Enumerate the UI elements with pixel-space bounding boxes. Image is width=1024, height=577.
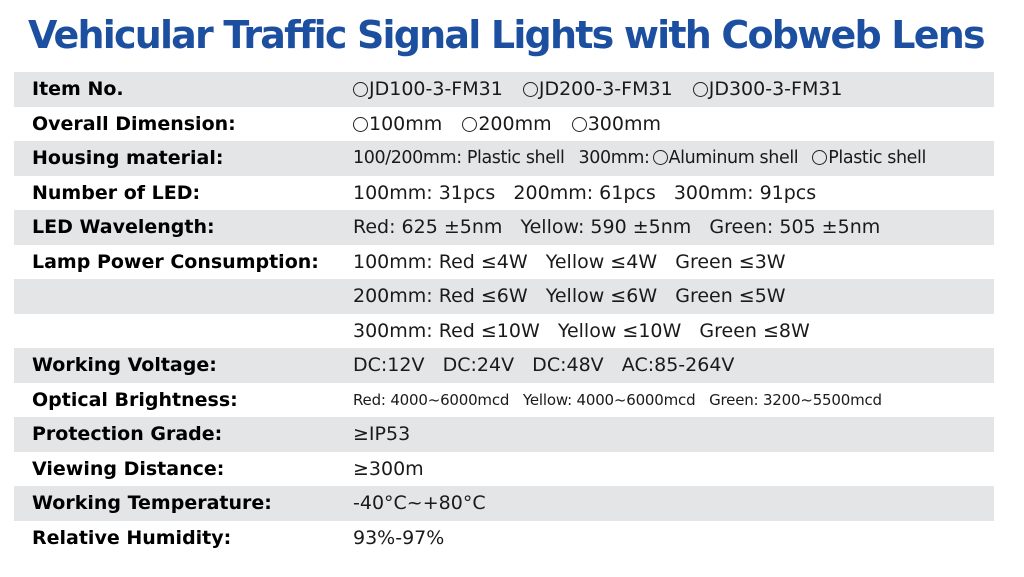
option-label: 200mm: [478, 112, 552, 135]
row-working-temperature: Working Temperature: -40°C~+80°C: [14, 486, 994, 521]
option-housing-plastic[interactable]: Plastic shell: [812, 141, 926, 176]
row-number-of-led: Number of LED: 100mm: 31pcs 200mm: 61pcs…: [14, 176, 994, 211]
row-value: ≥300m: [353, 457, 424, 480]
row-value: 200mm: Red ≤6W Yellow ≤6W Green ≤5W: [353, 285, 786, 307]
row-optical-brightness: Optical Brightness: Red: 4000~6000mcd Ye…: [14, 383, 994, 418]
row-housing-material: Housing material: 100/200mm: Plastic she…: [14, 141, 994, 176]
row-label: Protection Grade:: [32, 423, 223, 445]
row-overall-dimension: Overall Dimension: 100mm 200mm 300mm: [14, 107, 994, 142]
option-label: Plastic shell: [828, 148, 926, 168]
row-value: 100mm: 31pcs 200mm: 61pcs 300mm: 91pcs: [353, 181, 817, 204]
radio-circle-icon[interactable]: [571, 116, 587, 132]
option-label: 100mm: [369, 112, 443, 135]
row-viewing-distance: Viewing Distance: ≥300m: [14, 452, 994, 487]
row-label: Relative Humidity:: [32, 526, 232, 549]
row-label: Working Temperature:: [32, 492, 272, 514]
row-value: JD100-3-FM31 JD200-3-FM31 JD300-3-FM31: [353, 72, 994, 107]
option-housing-aluminum[interactable]: Aluminum shell: [652, 141, 799, 176]
row-label: Item No.: [32, 78, 124, 100]
option-dimension-2[interactable]: 200mm: [462, 107, 552, 142]
row-protection-grade: Protection Grade: ≥IP53: [14, 417, 994, 452]
radio-circle-icon[interactable]: [692, 82, 708, 97]
option-label: Aluminum shell: [668, 148, 799, 168]
row-label: Number of LED:: [32, 181, 201, 204]
option-dimension-3[interactable]: 300mm: [571, 107, 661, 142]
radio-circle-icon[interactable]: [522, 82, 538, 97]
housing-prefix-small: 100/200mm: Plastic shell: [353, 148, 565, 168]
row-label: Optical Brightness:: [32, 388, 238, 411]
row-relative-humidity: Relative Humidity: 93%-97%: [14, 521, 994, 556]
row-lamp-power-consumption-300: 300mm: Red ≤10W Yellow ≤10W Green ≤8W: [14, 314, 994, 349]
radio-circle-icon[interactable]: [353, 82, 368, 97]
row-working-voltage: Working Voltage: DC:12V DC:24V DC:48V AC…: [14, 348, 994, 383]
row-value: Red: 625 ±5nm Yellow: 590 ±5nm Green: 50…: [353, 216, 881, 238]
row-value: Red: 4000~6000mcd Yellow: 4000~6000mcd G…: [353, 390, 882, 409]
row-value: 100mm 200mm 300mm: [353, 107, 994, 142]
row-label: Working Voltage:: [32, 354, 217, 376]
option-label: JD100-3-FM31: [369, 78, 503, 100]
option-dimension-1[interactable]: 100mm: [353, 107, 442, 142]
row-lamp-power-consumption: Lamp Power Consumption: 100mm: Red ≤4W Y…: [14, 245, 994, 280]
row-label: LED Wavelength:: [32, 216, 215, 238]
row-lamp-power-consumption-200: 200mm: Red ≤6W Yellow ≤6W Green ≤5W: [14, 279, 994, 314]
row-item-no: Item No. JD100-3-FM31 JD200-3-FM31 JD300…: [14, 72, 994, 107]
radio-circle-icon[interactable]: [462, 116, 478, 132]
housing-prefix-large: 300mm:: [578, 148, 650, 168]
row-value: DC:12V DC:24V DC:48V AC:85-264V: [353, 354, 735, 376]
row-value: 100mm: Red ≤4W Yellow ≤4W Green ≤3W: [353, 250, 786, 273]
row-value: ≥IP53: [353, 423, 411, 445]
row-label: Lamp Power Consumption:: [32, 250, 319, 273]
page-title: Vehicular Traffic Signal Lights with Cob…: [28, 13, 986, 57]
row-label: Viewing Distance:: [32, 457, 225, 480]
row-value: 100/200mm: Plastic shell 300mm: Aluminum s…: [353, 141, 994, 176]
row-value: 300mm: Red ≤10W Yellow ≤10W Green ≤8W: [353, 319, 810, 342]
option-label: 300mm: [587, 112, 661, 135]
spec-table: Item No. JD100-3-FM31 JD200-3-FM31 JD300…: [14, 72, 994, 555]
row-led-wavelength: LED Wavelength: Red: 625 ±5nm Yellow: 59…: [14, 210, 994, 245]
radio-circle-icon[interactable]: [353, 116, 368, 132]
row-value: -40°C~+80°C: [353, 492, 486, 514]
row-label: Housing material:: [32, 147, 224, 169]
radio-circle-icon[interactable]: [652, 150, 668, 165]
option-item-2[interactable]: JD200-3-FM31: [522, 72, 673, 107]
option-label: JD200-3-FM31: [538, 78, 673, 100]
radio-circle-icon[interactable]: [812, 150, 828, 165]
option-item-3[interactable]: JD300-3-FM31: [692, 72, 843, 107]
row-value: 93%-97%: [353, 526, 445, 549]
option-label: JD300-3-FM31: [708, 78, 843, 100]
row-label: Overall Dimension:: [32, 112, 236, 135]
option-item-1[interactable]: JD100-3-FM31: [353, 72, 503, 107]
